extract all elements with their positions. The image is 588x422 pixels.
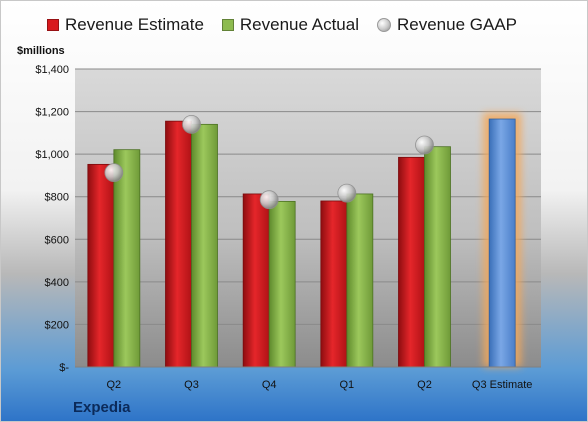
bar-estimate	[242, 193, 270, 368]
x-tick-label: Q1	[339, 379, 354, 391]
bar-estimate	[87, 163, 115, 368]
bar-actual	[424, 146, 451, 368]
legend-swatch-estimate	[47, 19, 59, 31]
legend-label-estimate: Revenue Estimate	[65, 15, 204, 34]
y-tick-label: $1,400	[35, 64, 69, 76]
legend-label-actual: Revenue Actual	[239, 15, 359, 34]
plot-area	[75, 69, 541, 367]
bar-estimate	[320, 200, 348, 368]
gaap-point	[259, 190, 279, 210]
y-tick-label: $600	[45, 234, 69, 246]
bar-estimate	[398, 156, 425, 368]
y-axis-ticks: $- $200 $400 $600 $800 $1,000 $1,200 $1,400	[35, 64, 69, 374]
bar-actual	[268, 200, 296, 368]
bar-estimate	[488, 118, 516, 368]
x-tick-label: Q2	[417, 379, 432, 391]
y-tick-label: $1,000	[35, 149, 69, 161]
y-tick-label: $1,200	[35, 107, 69, 119]
gaap-point	[104, 163, 124, 183]
x-tick-label: Q3 Estimate	[472, 379, 533, 391]
bars	[87, 113, 522, 368]
y-tick-label: $800	[45, 192, 69, 204]
y-tick-label: $400	[45, 277, 69, 289]
x-tick-label: Q4	[262, 379, 277, 391]
bar-actual	[113, 149, 141, 368]
y-tick-label: $-	[59, 362, 69, 374]
legend-label-gaap: Revenue GAAP	[397, 15, 518, 34]
bar-estimate	[165, 120, 192, 368]
x-tick-label: Q3	[184, 379, 199, 391]
company-name: Expedia	[73, 399, 131, 416]
legend-item-gaap: Revenue GAAP	[377, 15, 517, 35]
legend: Revenue Estimate Revenue Actual Revenue …	[47, 15, 587, 35]
legend-marker-gaap	[377, 18, 391, 32]
bar-actual	[191, 123, 218, 368]
y-axis-unit: $millions	[17, 45, 65, 57]
gridlines	[75, 68, 541, 325]
x-tick-label: Q2	[106, 379, 121, 391]
gaap-markers	[104, 114, 434, 210]
legend-item-estimate: Revenue Estimate	[47, 15, 204, 35]
legend-item-actual: Revenue Actual	[221, 15, 359, 35]
bar-actual	[346, 193, 374, 368]
y-tick-label: $200	[45, 319, 69, 331]
gaap-point	[415, 135, 434, 155]
gaap-point	[182, 114, 201, 134]
x-axis-ticks: Q2 Q3 Q4 Q1 Q2 Q3 Estimate	[106, 379, 532, 391]
legend-swatch-actual	[221, 19, 234, 31]
gaap-point	[337, 183, 357, 203]
